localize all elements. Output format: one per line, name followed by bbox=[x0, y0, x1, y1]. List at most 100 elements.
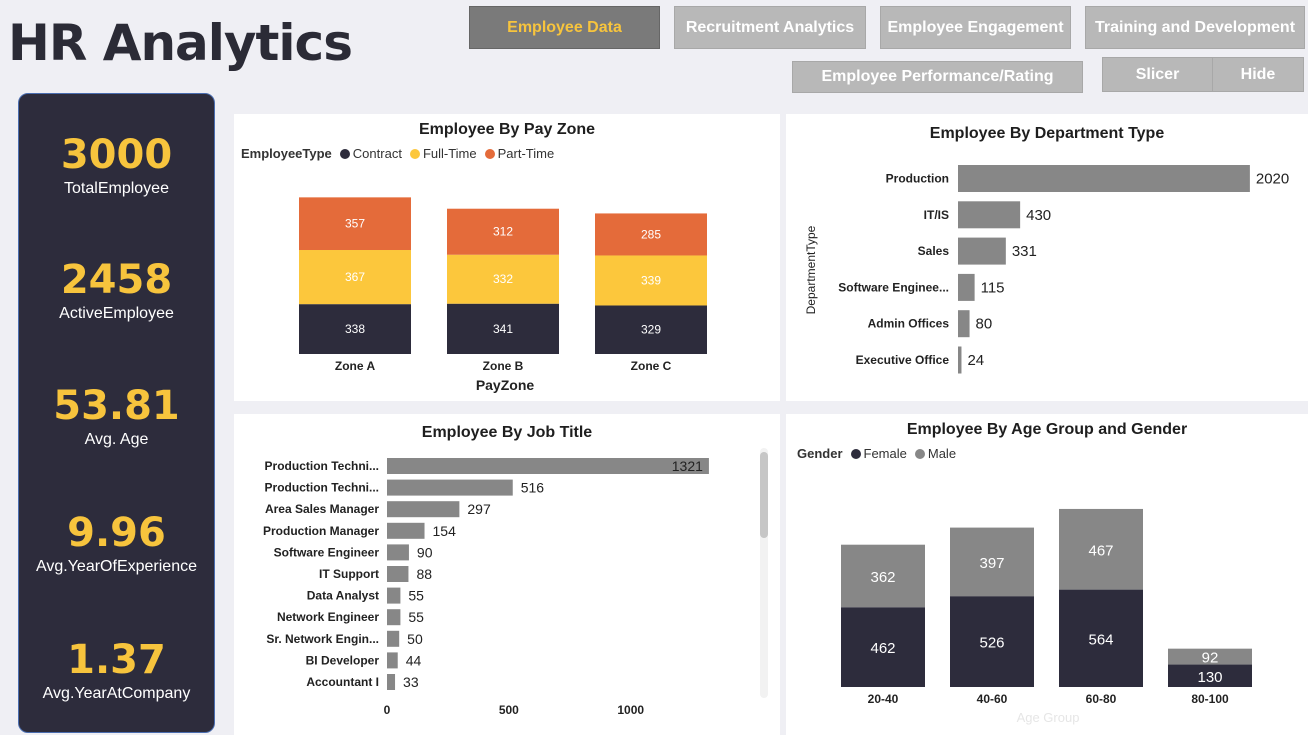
data-label: 115 bbox=[981, 279, 1005, 296]
x-tick-label: Zone C bbox=[631, 359, 672, 373]
data-label: 92 bbox=[1202, 650, 1219, 667]
data-label: 564 bbox=[1088, 631, 1113, 648]
jobtitle-scrollbar[interactable] bbox=[760, 448, 768, 698]
agegroup-chart: 462 362 20-40 526 397 40-60 564 467 60-80 130 92 80… bbox=[841, 508, 1252, 725]
y-tick-label: Production Techni... bbox=[265, 459, 379, 473]
kpi-label: Avg.YearOfExperience bbox=[36, 558, 197, 575]
data-label: 50 bbox=[407, 631, 423, 647]
x-tick-label: 80-100 bbox=[1191, 692, 1229, 706]
nav-employee-data-button[interactable]: Employee Data bbox=[469, 6, 660, 49]
chart-title: Employee By Job Title bbox=[421, 424, 593, 441]
legend-label: Male bbox=[927, 446, 957, 461]
scrollbar-thumb[interactable] bbox=[760, 452, 768, 538]
bar bbox=[958, 201, 1021, 229]
kpi-value: 1.37 bbox=[67, 637, 166, 683]
bar bbox=[958, 237, 1006, 265]
bar bbox=[387, 458, 709, 474]
bar-segment bbox=[1168, 648, 1252, 665]
kpi-active-employee: 2458 ActiveEmployee bbox=[19, 257, 214, 323]
data-label: 339 bbox=[641, 273, 661, 287]
bar-segment bbox=[1059, 589, 1143, 687]
bar bbox=[387, 544, 409, 561]
x-axis-label: Age Group bbox=[1017, 710, 1080, 725]
y-tick-label: Area Sales Manager bbox=[265, 502, 379, 516]
department-chart-card: Employee By Department Type Production 20… bbox=[786, 114, 1308, 401]
agegroup-chart-card: Employee By Age Group and Gender Gender … bbox=[786, 414, 1308, 735]
kpi-value: 53.81 bbox=[53, 383, 180, 429]
data-label: 367 bbox=[345, 270, 365, 284]
data-label: 1321 bbox=[672, 458, 703, 474]
bar-segment bbox=[447, 208, 559, 255]
data-label: 90 bbox=[417, 544, 433, 560]
bar-segment bbox=[950, 527, 1034, 597]
payzone-chart-card: Employee By Pay Zone EmployeeType Contra… bbox=[234, 114, 780, 401]
legend-item-male[interactable]: Male bbox=[914, 446, 957, 461]
payzone-legend: EmployeeType Contract Full-Time Part-Tim… bbox=[241, 146, 558, 161]
bar bbox=[387, 587, 401, 604]
x-tick-label: 0 bbox=[384, 703, 391, 717]
bar-segment bbox=[595, 213, 707, 256]
bar-segment bbox=[1168, 664, 1252, 687]
kpi-value: 9.96 bbox=[67, 510, 166, 556]
x-axis-label: PayZone bbox=[476, 377, 535, 393]
kpi-avg-year-at-company: 1.37 Avg.YearAtCompany bbox=[19, 637, 214, 703]
y-tick-label: Data Analyst bbox=[307, 589, 379, 603]
x-tick-label: 500 bbox=[499, 703, 519, 717]
y-tick-label: Software Engineer bbox=[274, 545, 380, 559]
y-tick-label: Software Enginee... bbox=[838, 280, 949, 294]
legend-item-contract[interactable]: Contract bbox=[339, 146, 402, 161]
data-label: 24 bbox=[967, 352, 984, 369]
y-axis-label: DepartmentType bbox=[804, 225, 818, 314]
jobtitle-chart-card: Employee By Job Title Production Techni.… bbox=[234, 414, 780, 735]
nav-engagement-button[interactable]: Employee Engagement bbox=[880, 6, 1071, 49]
x-tick-label: 40-60 bbox=[977, 692, 1008, 706]
bar-segment bbox=[595, 305, 707, 354]
gender-legend: Gender Female Male bbox=[797, 446, 960, 461]
kpi-label: TotalEmployee bbox=[64, 180, 169, 197]
y-tick-label: Network Engineer bbox=[277, 610, 379, 624]
slicer-button[interactable]: Slicer bbox=[1102, 57, 1213, 92]
bar-segment bbox=[299, 197, 411, 251]
data-label: 467 bbox=[1088, 542, 1113, 559]
y-tick-label: Accountant I bbox=[306, 675, 379, 689]
data-label: 526 bbox=[979, 635, 1004, 652]
kpi-value: 3000 bbox=[60, 132, 173, 178]
y-tick-label: IT Support bbox=[319, 567, 379, 581]
data-label: 329 bbox=[641, 323, 661, 337]
legend-item-parttime[interactable]: Part-Time bbox=[484, 146, 555, 161]
y-tick-label: BI Developer bbox=[306, 653, 380, 667]
hide-button[interactable]: Hide bbox=[1212, 57, 1304, 92]
nav-performance-button[interactable]: Employee Performance/Rating bbox=[792, 61, 1083, 93]
kpi-panel: 3000 TotalEmployee 2458 ActiveEmployee 5… bbox=[18, 93, 215, 733]
legend-dot bbox=[409, 148, 420, 159]
chart-title: Employee By Department Type bbox=[929, 125, 1165, 142]
bar-segment bbox=[447, 254, 559, 304]
data-label: 516 bbox=[521, 480, 545, 496]
y-tick-label: Production Techni... bbox=[265, 481, 379, 495]
bar-segment bbox=[447, 303, 559, 354]
data-label: 2020 bbox=[1256, 171, 1289, 188]
data-label: 312 bbox=[493, 225, 513, 239]
x-tick-label: 1000 bbox=[617, 703, 644, 717]
page-title: HR Analytics bbox=[8, 14, 353, 72]
data-label: 297 bbox=[467, 501, 491, 517]
data-label: 285 bbox=[641, 227, 661, 241]
bar bbox=[387, 609, 401, 626]
y-tick-label: Production Manager bbox=[263, 524, 379, 538]
legend-dot bbox=[914, 448, 925, 459]
bar-segment bbox=[1059, 508, 1143, 590]
legend-label: Part-Time bbox=[497, 146, 555, 161]
data-label: 44 bbox=[406, 652, 422, 668]
nav-training-button[interactable]: Training and Development bbox=[1085, 6, 1305, 49]
chart-title: Employee By Age Group and Gender bbox=[906, 421, 1188, 438]
data-label: 362 bbox=[870, 569, 895, 586]
legend-item-female[interactable]: Female bbox=[850, 446, 907, 461]
x-tick-label: 20-40 bbox=[868, 692, 899, 706]
data-label: 357 bbox=[345, 217, 365, 231]
legend-item-fulltime[interactable]: Full-Time bbox=[409, 146, 477, 161]
y-tick-label: Production bbox=[886, 172, 949, 186]
nav-recruitment-button[interactable]: Recruitment Analytics bbox=[674, 6, 866, 49]
y-tick-label: Sr. Network Engin... bbox=[266, 632, 379, 646]
y-tick-label: Admin Offices bbox=[868, 317, 950, 331]
bar bbox=[958, 310, 970, 338]
